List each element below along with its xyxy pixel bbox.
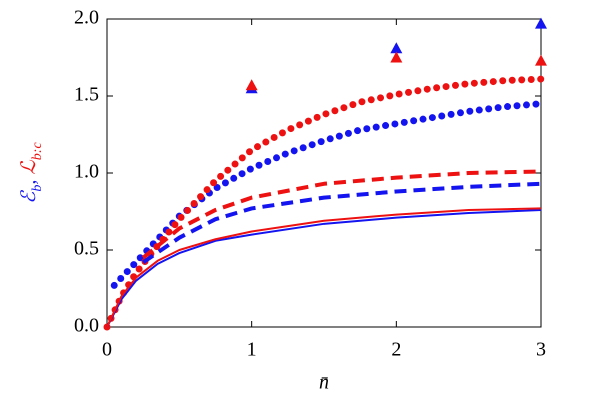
y-tick-label: 0.5 — [74, 238, 99, 260]
y-axis-label: ℰb, ℒb:c — [18, 142, 45, 204]
y-tick-label: 2.0 — [74, 7, 99, 29]
dotted-line — [103, 75, 545, 331]
y-tick-label: 1.0 — [74, 161, 99, 183]
triangle-marker — [535, 54, 547, 66]
y-label-part: ℒ — [18, 160, 40, 175]
y-label-part: ℰ — [18, 190, 40, 204]
y-tick-label: 0.0 — [74, 315, 99, 337]
x-tick-label: 2 — [391, 339, 401, 361]
x-tick-label: 1 — [247, 339, 257, 361]
dotted-line — [110, 100, 545, 289]
triangle-marker — [535, 17, 547, 29]
y-tick-label: 1.5 — [74, 84, 99, 106]
solid-line — [106, 208, 542, 328]
triangle-marker — [245, 79, 258, 91]
y-label-part: b:c — [30, 142, 45, 161]
triangle-marker — [390, 42, 403, 54]
solid-line — [106, 207, 542, 328]
x-axis-label: n̄ — [319, 372, 329, 394]
dashed-line — [142, 181, 542, 264]
x-tick-label: 3 — [536, 339, 546, 361]
dashed-line — [141, 169, 542, 260]
y-label-part: b — [30, 185, 45, 192]
x-tick-label: 0 — [102, 339, 112, 361]
y-label-part: , — [18, 175, 40, 185]
triangle-marker — [390, 51, 403, 63]
